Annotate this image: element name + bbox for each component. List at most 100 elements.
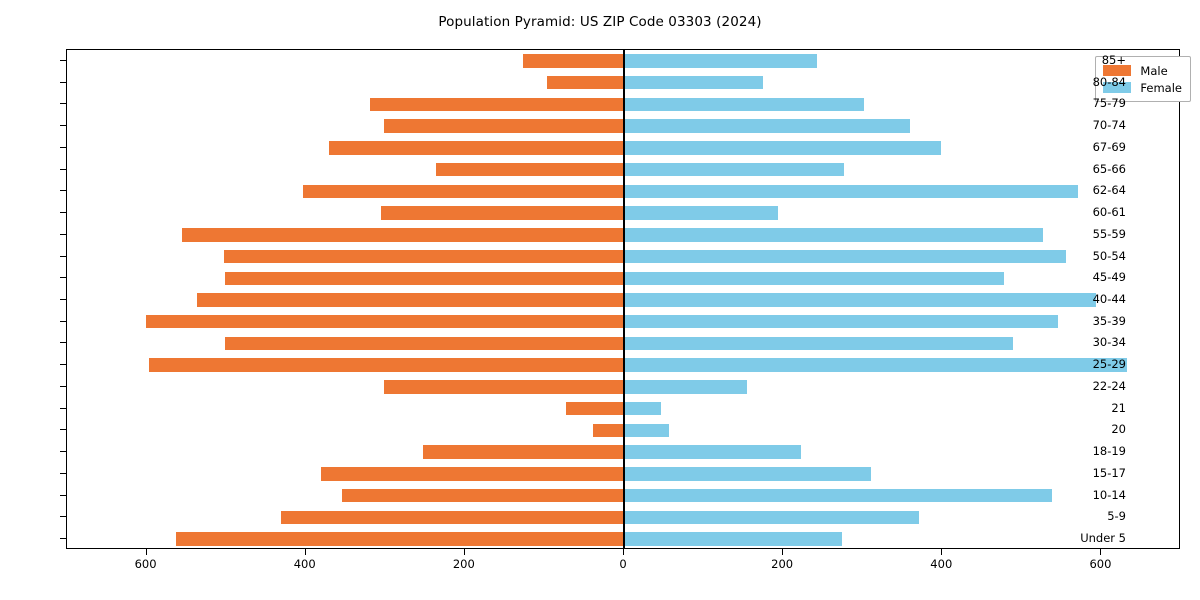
bar-male-50-54[interactable] — [223, 249, 624, 264]
x-axis-tick-label: 400 — [293, 557, 316, 571]
bar-female-10-14[interactable] — [624, 488, 1053, 503]
bar-female-60-61[interactable] — [624, 206, 778, 220]
y-axis-tick-label: 55-59 — [1092, 226, 1126, 241]
bar-male-under-5[interactable] — [176, 532, 624, 546]
y-axis-tick-label: 5-9 — [1107, 509, 1126, 524]
bar-row — [67, 293, 1179, 307]
legend-entry-female[interactable]: Female — [1103, 79, 1182, 96]
bar-male-10-14[interactable] — [341, 488, 624, 503]
y-axis-tick-mark — [60, 494, 66, 496]
y-axis-tick-mark — [60, 385, 66, 387]
bar-row — [67, 358, 1179, 372]
bar-male-30-34[interactable] — [224, 336, 624, 351]
bar-female-55-59[interactable] — [624, 228, 1044, 242]
bar-male-55-59[interactable] — [181, 228, 624, 242]
bar-female-35-39[interactable] — [624, 315, 1058, 329]
bar-female-15-17[interactable] — [624, 467, 872, 481]
bar-male-75-79[interactable] — [370, 97, 624, 112]
bar-female-75-79[interactable] — [624, 97, 864, 112]
bar-female-25-29[interactable] — [624, 358, 1127, 372]
zero-axis-line — [623, 50, 625, 548]
y-axis-tick-label: 70-74 — [1092, 118, 1126, 133]
bar-female-22-24[interactable] — [624, 380, 748, 394]
bar-row — [67, 488, 1179, 503]
bar-male-80-84[interactable] — [546, 75, 624, 90]
y-axis-tick-mark — [60, 103, 66, 105]
y-axis-tick-mark — [60, 299, 66, 300]
bar-female-62-64[interactable] — [624, 184, 1078, 199]
y-axis-tick-label: 62-64 — [1092, 183, 1126, 198]
bar-male-70-74[interactable] — [384, 119, 624, 133]
bar-row — [67, 228, 1179, 242]
y-axis-tick-mark — [60, 59, 66, 61]
bar-female-50-54[interactable] — [624, 249, 1066, 264]
legend-label: Male — [1140, 63, 1168, 78]
bar-row — [67, 336, 1179, 351]
y-axis-tick-label: 15-17 — [1092, 465, 1126, 480]
bar-female-85-[interactable] — [624, 54, 818, 68]
bar-male-85-[interactable] — [522, 54, 624, 68]
bars-layer — [67, 50, 1179, 548]
y-axis-tick-label: 10-14 — [1092, 487, 1126, 502]
x-axis-tick-mark — [782, 549, 784, 555]
bar-female-30-34[interactable] — [624, 336, 1014, 351]
bar-female-21[interactable] — [624, 401, 662, 416]
y-axis-tick-mark — [60, 451, 66, 453]
y-axis-tick-label: 60-61 — [1092, 205, 1126, 220]
bar-male-22-24[interactable] — [384, 380, 624, 394]
bar-row — [67, 75, 1179, 90]
bar-male-62-64[interactable] — [303, 184, 624, 199]
legend-entry-male[interactable]: Male — [1103, 62, 1182, 79]
bar-male-15-17[interactable] — [320, 467, 624, 481]
bar-female-80-84[interactable] — [624, 75, 764, 90]
y-axis-tick-label: 67-69 — [1092, 139, 1126, 154]
y-axis-tick-label: 45-49 — [1092, 270, 1126, 285]
bar-row — [67, 380, 1179, 394]
bar-female-18-19[interactable] — [624, 445, 801, 459]
bar-male-67-69[interactable] — [328, 141, 624, 155]
bar-row — [67, 315, 1179, 329]
bar-female-67-69[interactable] — [624, 141, 941, 155]
bar-row — [67, 467, 1179, 481]
bar-female-70-74[interactable] — [624, 119, 911, 133]
y-axis-tick-label: 25-29 — [1092, 357, 1126, 372]
bar-male-18-19[interactable] — [422, 445, 624, 459]
bar-row — [67, 510, 1179, 525]
bar-row — [67, 119, 1179, 133]
y-axis-tick-label: 80-84 — [1092, 74, 1126, 89]
bar-female-5-9[interactable] — [624, 510, 920, 525]
bar-male-21[interactable] — [565, 401, 624, 416]
chart-title: Population Pyramid: US ZIP Code 03303 (2… — [438, 14, 762, 30]
bar-female-45-49[interactable] — [624, 271, 1005, 285]
y-axis-tick-mark — [60, 255, 66, 257]
bar-male-60-61[interactable] — [381, 206, 624, 220]
bar-male-25-29[interactable] — [148, 358, 624, 372]
y-axis-tick-mark — [60, 125, 66, 127]
bar-female-65-66[interactable] — [624, 162, 844, 177]
x-axis-tick-label: 0 — [619, 557, 627, 571]
y-axis-tick-mark — [60, 516, 66, 518]
bar-female-40-44[interactable] — [624, 293, 1096, 307]
y-axis-tick-mark — [60, 277, 66, 279]
y-axis-tick-mark — [60, 407, 66, 409]
bar-male-35-39[interactable] — [145, 315, 624, 329]
bar-male-65-66[interactable] — [436, 162, 624, 177]
bar-male-5-9[interactable] — [281, 510, 624, 525]
bar-male-20[interactable] — [592, 423, 624, 438]
x-axis-tick-label: 200 — [771, 557, 794, 571]
legend-swatch-icon — [1103, 65, 1132, 76]
bar-female-20[interactable] — [624, 423, 670, 438]
y-axis-tick-label: Under 5 — [1080, 531, 1126, 546]
y-axis-tick-mark — [60, 190, 66, 192]
bar-row — [67, 184, 1179, 199]
x-axis-tick-mark — [463, 549, 465, 555]
bar-male-45-49[interactable] — [224, 271, 624, 285]
bar-male-40-44[interactable] — [197, 293, 624, 307]
y-axis-tick-label: 50-54 — [1092, 248, 1126, 263]
bar-female-under-5[interactable] — [624, 532, 843, 546]
y-axis-tick-label: 35-39 — [1092, 313, 1126, 328]
y-axis-tick-mark — [60, 429, 66, 431]
bar-row — [67, 445, 1179, 459]
bar-row — [67, 532, 1179, 546]
bar-row — [67, 141, 1179, 155]
